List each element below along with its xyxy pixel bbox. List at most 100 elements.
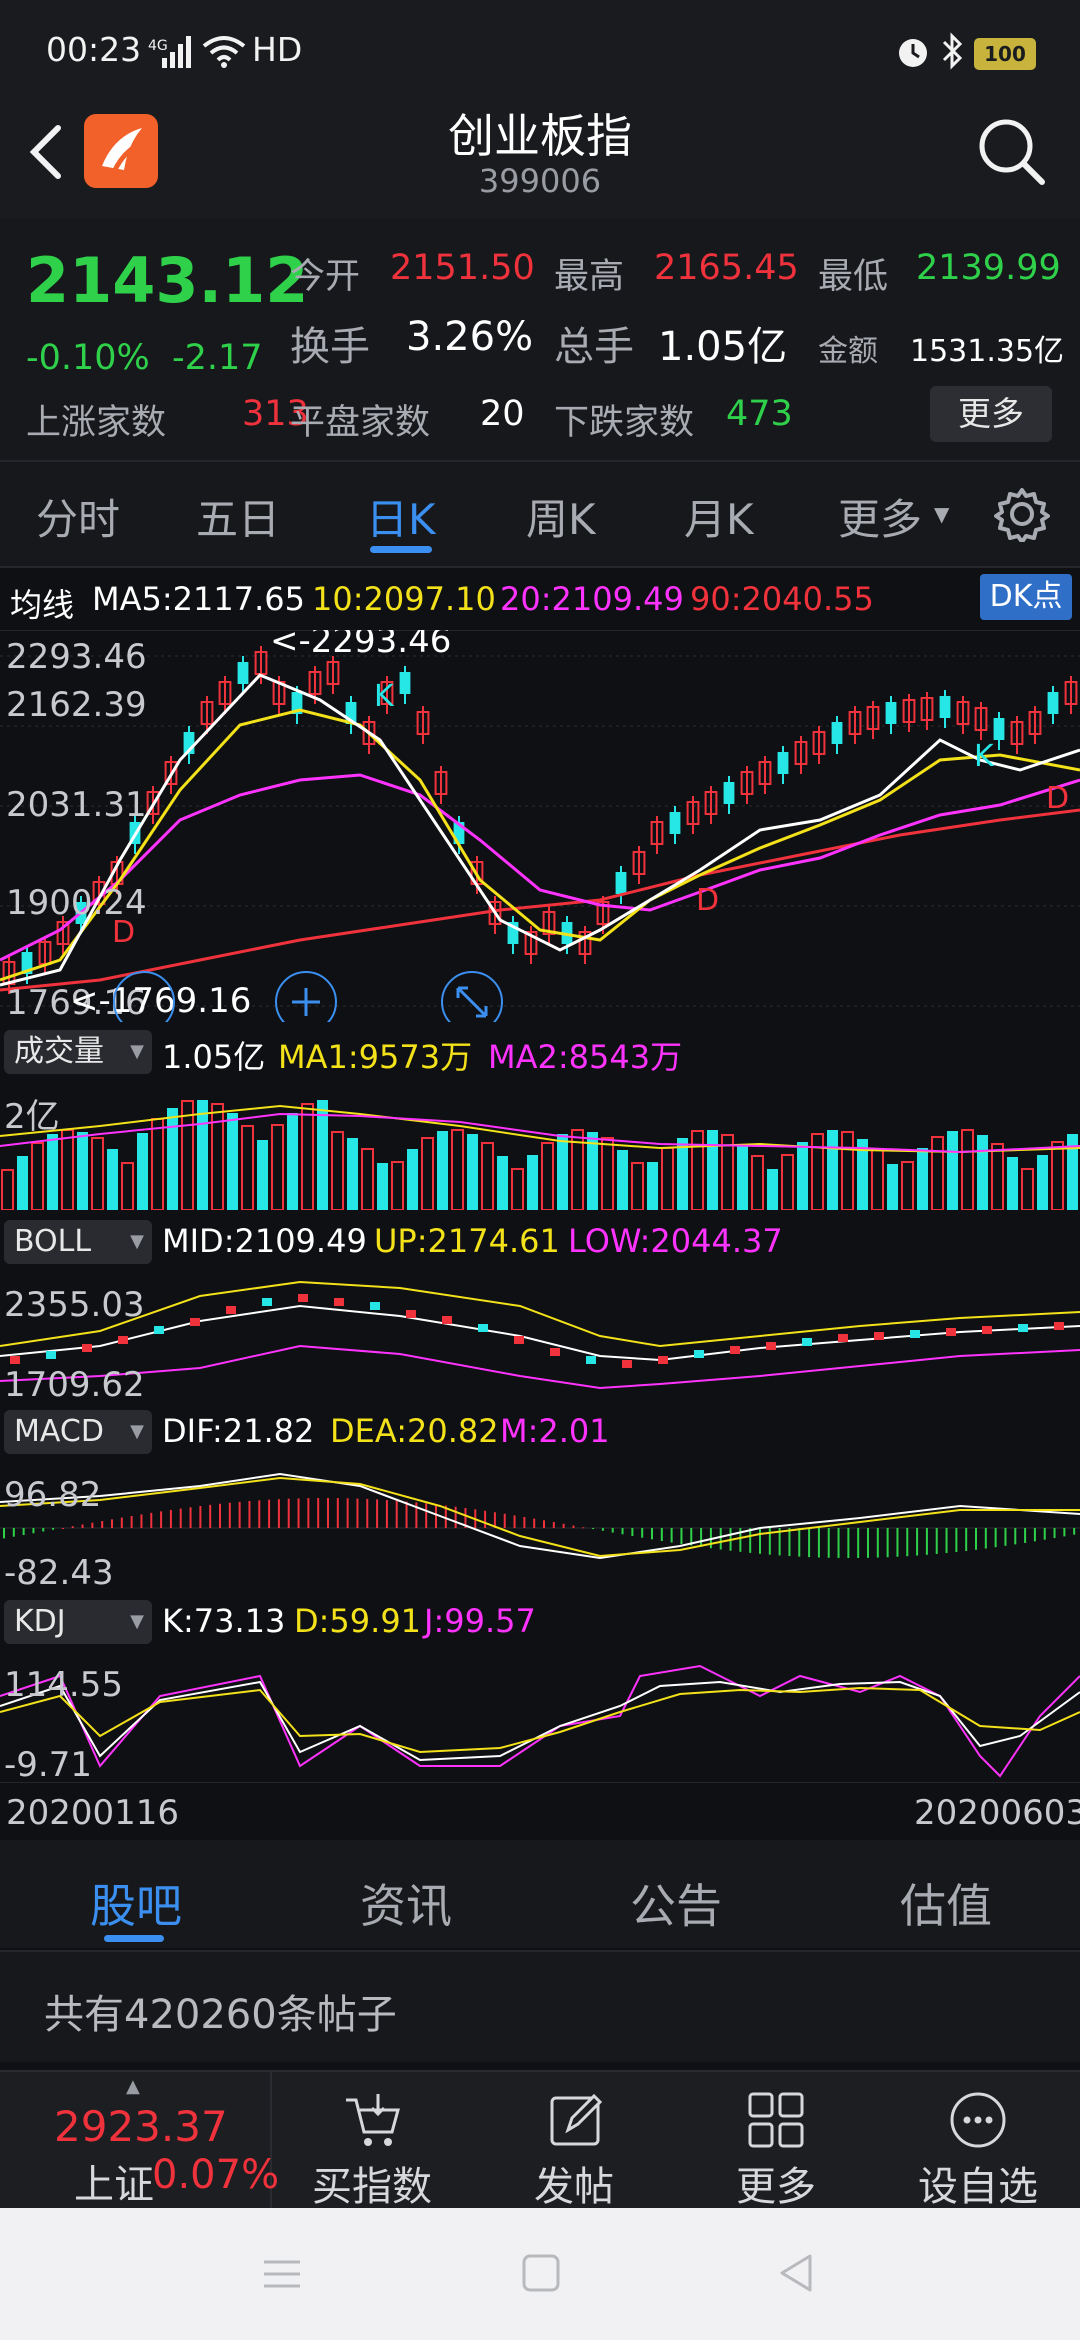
date-start: 20200116 xyxy=(6,1793,180,1833)
boll-candle xyxy=(730,1346,740,1354)
macd-bar xyxy=(42,1528,45,1532)
ma10-value: 10:2097.10 xyxy=(312,580,496,618)
home-icon[interactable] xyxy=(520,2252,562,2294)
d-marker: D xyxy=(112,915,135,950)
post-button[interactable]: 发帖 xyxy=(474,2072,674,2210)
boll-candle xyxy=(478,1324,488,1332)
boll-candle xyxy=(46,1351,56,1359)
candle xyxy=(650,821,664,845)
macd-bar xyxy=(798,1528,801,1557)
high-label: 最高 xyxy=(554,257,625,297)
volume-chart: 2亿 xyxy=(0,1097,1080,1210)
candle xyxy=(615,872,627,894)
down-count-label: 下跌家数 xyxy=(554,403,695,443)
ma5-line xyxy=(0,673,1080,987)
macd-bar xyxy=(484,1510,487,1528)
tab-forum[interactable]: 股吧 xyxy=(90,1879,182,1933)
volume-bar xyxy=(1067,1134,1078,1210)
buy-index-button[interactable]: 买指数 xyxy=(272,2072,472,2210)
quote-panel: 2143.12 -0.10% -2.17 上涨家数 313 今开 2151.50… xyxy=(0,218,1080,462)
buy-index-label: 买指数 xyxy=(312,2164,432,2210)
macd-bar xyxy=(336,1498,339,1528)
macd-bar xyxy=(219,1503,221,1528)
zoom-out-icon[interactable] xyxy=(113,971,175,1022)
system-navigation-bar xyxy=(0,2208,1080,2340)
index-ticker[interactable]: 2923.37 上证 0.07% ▲ xyxy=(0,2072,279,2210)
open-label: 今开 xyxy=(290,257,361,297)
candle xyxy=(723,782,735,804)
add-favorite-label: 设自选 xyxy=(918,2164,1038,2210)
indicator-selector-macd[interactable]: MACD xyxy=(4,1410,152,1454)
volume-bar xyxy=(901,1161,914,1210)
candle xyxy=(831,722,843,744)
tab-monthly-k[interactable]: 月K xyxy=(684,495,754,544)
macd-bar xyxy=(287,1498,290,1528)
zoom-in-icon[interactable] xyxy=(275,971,337,1022)
macd-bar xyxy=(52,1528,55,1530)
ma20-line xyxy=(0,773,1080,962)
macd-bar xyxy=(503,1513,506,1528)
back-nav-icon[interactable] xyxy=(776,2252,816,2294)
tab-announcements[interactable]: 公告 xyxy=(630,1879,722,1933)
high-value: 2165.45 xyxy=(654,248,799,288)
macd-bar xyxy=(454,1506,457,1528)
tab-daily-k[interactable]: 日K xyxy=(366,495,436,544)
candle xyxy=(345,702,357,724)
tab-intraday[interactable]: 分时 xyxy=(36,495,121,544)
volume-bar xyxy=(107,1149,118,1210)
candle xyxy=(399,672,411,694)
status-time: 00:23 xyxy=(46,30,142,69)
macd-bar xyxy=(376,1499,379,1528)
macd-bar xyxy=(955,1528,958,1553)
indicator-selector-volume[interactable]: 成交量 xyxy=(4,1030,152,1074)
candle xyxy=(993,718,1005,740)
tab-more[interactable]: 更多 xyxy=(838,495,923,544)
volume-bars xyxy=(1,1100,1078,1210)
back-icon[interactable] xyxy=(24,120,68,184)
tab-five-day[interactable]: 五日 xyxy=(196,495,281,544)
boll-candle xyxy=(766,1342,776,1350)
indicator-selector-boll[interactable]: BOLL xyxy=(4,1220,152,1264)
macd-bar xyxy=(778,1528,781,1556)
boll-candle xyxy=(226,1306,236,1314)
more-menu-button[interactable]: 更多 xyxy=(676,2072,876,2210)
volume-legend: 成交量 1.05亿 MA1:9573万 MA2:8543万 xyxy=(0,1022,1080,1086)
boll-candle xyxy=(154,1326,164,1334)
kdj-j: J:99.57 xyxy=(424,1602,536,1640)
indicator-selector-kdj[interactable]: KDJ xyxy=(4,1600,152,1644)
kline-chart[interactable]: 2293.46 2162.39 2031.31 1900.24 1769.16 … xyxy=(0,630,1080,1022)
candle xyxy=(524,931,538,955)
macd-axis-top: 96.82 xyxy=(4,1475,101,1515)
add-favorite-button[interactable]: 设自选 xyxy=(878,2072,1078,2210)
volume-bar xyxy=(347,1138,358,1210)
boll-candle xyxy=(370,1302,380,1310)
menu-icon[interactable] xyxy=(262,2254,302,2294)
volume-bar xyxy=(841,1131,854,1210)
fullscreen-icon[interactable] xyxy=(441,971,503,1022)
volume-bar xyxy=(77,1132,88,1210)
macd-bar xyxy=(405,1501,408,1528)
boll-candle xyxy=(802,1338,812,1346)
candle xyxy=(669,812,681,834)
volume-bar xyxy=(887,1164,898,1210)
macd-bar xyxy=(130,1515,133,1528)
settings-gear-icon[interactable] xyxy=(994,486,1050,542)
tab-valuation[interactable]: 估值 xyxy=(900,1879,992,1933)
low-value: 2139.99 xyxy=(916,248,1061,288)
tab-weekly-k[interactable]: 周K xyxy=(526,495,596,544)
more-button[interactable]: 更多 xyxy=(930,386,1052,442)
macd-bar xyxy=(444,1505,447,1528)
boll-candle xyxy=(262,1298,272,1306)
edit-icon xyxy=(550,2093,603,2146)
search-icon[interactable] xyxy=(976,116,1048,188)
macd-bar xyxy=(611,1528,614,1533)
macd-chart: 96.82 -82.43 xyxy=(0,1472,1080,1590)
tab-news[interactable]: 资讯 xyxy=(360,1879,452,1933)
kline-axis-low1: 1900.24 xyxy=(6,883,147,923)
kline-axis-mid1: 2162.39 xyxy=(6,685,147,725)
macd-bar xyxy=(101,1521,104,1528)
dk-point-button[interactable]: DK点 xyxy=(980,574,1072,620)
posts-summary: 共有420260条帖子 xyxy=(0,1950,1080,2062)
macd-bar xyxy=(651,1528,653,1540)
d-marker: D xyxy=(696,883,719,918)
